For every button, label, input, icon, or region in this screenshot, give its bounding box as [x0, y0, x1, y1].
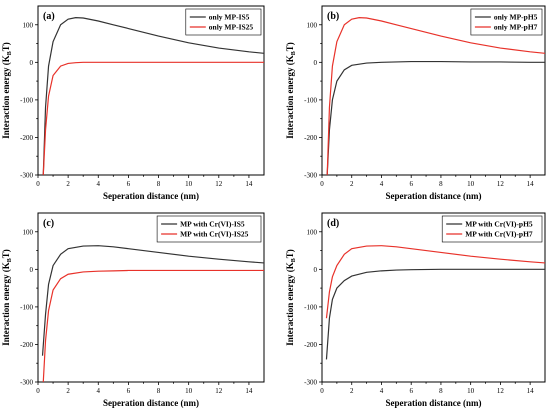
y-tick-label: -200 — [20, 134, 33, 142]
x-tick-label: 6 — [127, 387, 131, 395]
y-tick-label: -200 — [304, 341, 317, 349]
legend-label: MP with Cr(VI)-IS5 — [180, 220, 245, 229]
y-tick-label: -100 — [304, 96, 317, 104]
x-tick-label: 10 — [185, 180, 193, 188]
x-tick-label: 2 — [350, 180, 354, 188]
legend-box — [441, 215, 543, 243]
x-tick-label: 10 — [467, 387, 475, 395]
y-axis-title: Interaction energy (KBT) — [1, 42, 13, 139]
x-tick-label: 2 — [66, 387, 70, 395]
series-line-1 — [326, 60, 545, 175]
x-tick-label: 4 — [97, 180, 101, 188]
x-tick-label: 2 — [66, 180, 70, 188]
x-axis-title: Seperation distance (nm) — [386, 398, 482, 408]
x-tick-label: 10 — [467, 180, 475, 188]
x-tick-label: 8 — [157, 180, 161, 188]
series-line-2 — [326, 17, 545, 175]
plot-frame — [321, 5, 546, 176]
y-tick-label: 100 — [307, 228, 318, 236]
y-tick-label: -100 — [20, 96, 33, 104]
x-tick-label: 2 — [350, 387, 354, 395]
x-axis-title: Seperation distance (nm) — [103, 398, 199, 408]
y-tick-label: 0 — [30, 266, 34, 274]
legend-box — [470, 8, 543, 36]
panel-label: (c) — [43, 218, 54, 229]
x-tick-label: 6 — [127, 180, 131, 188]
series-line-1 — [41, 245, 264, 356]
legend-label: MP with Cr(VI)-IS25 — [180, 230, 249, 239]
panel-label: (a) — [43, 11, 55, 22]
legend-label: only MP-IS5 — [209, 13, 250, 22]
y-tick-label: 0 — [314, 59, 318, 67]
series-line-1 — [325, 268, 545, 360]
legend-label: MP with Cr(VI)-pH7 — [465, 230, 533, 239]
x-tick-label: 0 — [36, 387, 40, 395]
y-tick-label: 0 — [314, 266, 318, 274]
x-tick-label: 8 — [439, 180, 443, 188]
x-tick-label: 4 — [380, 387, 384, 395]
series-line-2 — [325, 245, 545, 319]
x-tick-label: 8 — [157, 387, 161, 395]
series-line-2 — [42, 61, 264, 175]
x-tick-label: 0 — [320, 180, 324, 188]
legend-label: only MP-IS25 — [209, 23, 254, 32]
y-axis-title: Interaction energy (KBT) — [285, 42, 297, 139]
series-line-1 — [42, 17, 264, 175]
x-tick-label: 12 — [497, 387, 505, 395]
y-tick-label: 100 — [307, 21, 318, 29]
legend-label: MP with Cr(VI)-pH5 — [465, 220, 533, 229]
x-tick-label: 4 — [380, 180, 384, 188]
x-axis-title: Seperation distance (nm) — [386, 191, 482, 201]
x-tick-label: 14 — [245, 180, 253, 188]
x-tick-label: 12 — [215, 180, 223, 188]
y-tick-label: 100 — [23, 21, 34, 29]
y-tick-label: -100 — [20, 303, 33, 311]
x-tick-label: 0 — [36, 180, 40, 188]
plot-frame — [321, 212, 546, 383]
x-tick-label: 14 — [245, 387, 253, 395]
y-tick-label: -100 — [304, 303, 317, 311]
chart-panel-1: 0 2 4 6 8 10 12 14 -300 -200 -100 0 100 Seperation di… — [1, 5, 265, 201]
chart-panel-2: 0 2 4 6 8 10 12 14 -300 -200 -100 0 100 Seperation di… — [285, 5, 546, 201]
y-tick-label: -300 — [304, 172, 317, 180]
y-tick-label: -300 — [20, 172, 33, 180]
x-tick-label: 8 — [439, 387, 443, 395]
y-tick-label: -200 — [20, 341, 33, 349]
panel-label: (b) — [327, 11, 339, 22]
x-tick-label: 4 — [97, 387, 101, 395]
x-tick-label: 12 — [497, 180, 505, 188]
y-tick-label: 0 — [30, 59, 34, 67]
x-tick-label: 14 — [527, 387, 535, 395]
x-tick-label: 14 — [527, 180, 535, 188]
x-tick-label: 6 — [409, 180, 413, 188]
x-axis-title: Seperation distance (nm) — [103, 191, 199, 201]
y-axis-title: Interaction energy (KBT) — [285, 249, 297, 346]
plot-frame — [37, 212, 265, 383]
x-tick-label: 0 — [320, 387, 324, 395]
y-axis-title: Interaction energy (KBT) — [1, 249, 13, 346]
y-tick-label: -300 — [20, 379, 33, 387]
y-tick-label: -300 — [304, 379, 317, 387]
series-line-2 — [42, 269, 264, 382]
chart-panel-4: 0 2 4 6 8 10 12 14 -300 -200 -100 0 100 Seperation di… — [285, 212, 546, 408]
x-tick-label: 6 — [409, 387, 413, 395]
x-tick-label: 10 — [185, 387, 193, 395]
y-tick-label: -200 — [304, 134, 317, 142]
plot-frame — [37, 5, 265, 176]
legend-label: only MP-pH7 — [494, 23, 538, 32]
x-tick-label: 12 — [215, 387, 223, 395]
legend-box — [156, 215, 262, 243]
chart-panel-3: 0 2 4 6 8 10 12 14 -300 -200 -100 0 100 Seperation di… — [1, 212, 265, 408]
panel-label: (d) — [327, 218, 339, 229]
legend-box — [185, 8, 262, 36]
legend-label: only MP-pH5 — [494, 13, 538, 22]
y-tick-label: 100 — [23, 228, 34, 236]
